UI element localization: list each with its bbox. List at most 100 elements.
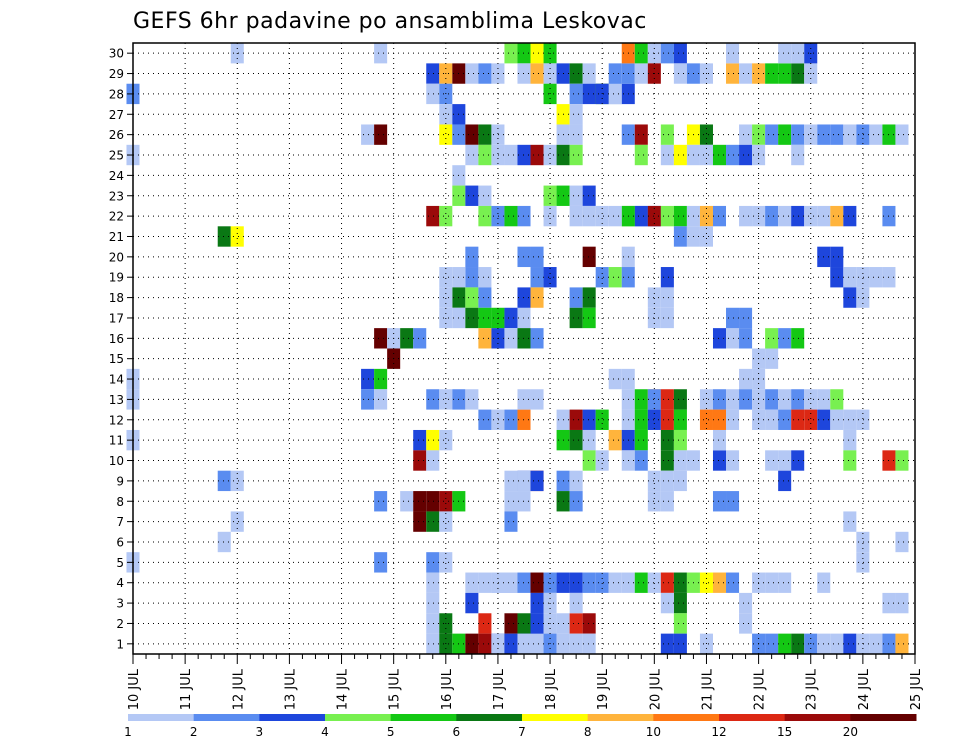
heatmap-cell bbox=[530, 63, 544, 84]
heatmap-cell bbox=[895, 633, 909, 654]
heatmap-cell bbox=[439, 511, 453, 532]
heatmap-cell bbox=[478, 328, 492, 349]
heatmap-cell bbox=[778, 63, 792, 84]
colorbar: 1 2 3 4 5 6 7 8 10 12 15 20 bbox=[124, 714, 917, 739]
heatmap-cell bbox=[673, 226, 687, 247]
heatmap-cell bbox=[830, 246, 844, 268]
heatmap-cell bbox=[739, 592, 753, 614]
heatmap-cell bbox=[739, 63, 753, 84]
heatmap-cell bbox=[530, 470, 544, 492]
heatmap-cell bbox=[712, 389, 727, 410]
heatmap-cell bbox=[660, 124, 674, 145]
heatmap-cell bbox=[712, 429, 727, 451]
colorbar-swatch bbox=[456, 714, 523, 721]
colorbar-label: 1 bbox=[124, 725, 132, 739]
heatmap-cell bbox=[478, 409, 492, 430]
heatmap-cell bbox=[634, 205, 648, 227]
heatmap-cell bbox=[608, 572, 622, 593]
heatmap-cell bbox=[895, 592, 909, 614]
heatmap-cell bbox=[856, 124, 870, 145]
heatmap-cell bbox=[361, 389, 375, 410]
heatmap-cell bbox=[400, 328, 414, 349]
heatmap-cell bbox=[582, 185, 596, 206]
y-tick-label: 22 bbox=[109, 210, 124, 224]
heatmap-cell bbox=[843, 124, 857, 145]
heatmap-cell bbox=[478, 633, 492, 654]
heatmap-cell bbox=[465, 246, 479, 268]
heatmap-cell bbox=[569, 104, 583, 125]
heatmap-cell bbox=[374, 389, 388, 410]
heatmap-cell bbox=[230, 470, 244, 492]
heatmap-cell bbox=[778, 409, 792, 430]
heatmap-cell bbox=[439, 287, 453, 308]
heatmap-cell bbox=[569, 124, 583, 145]
heatmap-cell bbox=[374, 124, 388, 145]
heatmap-cell bbox=[569, 633, 583, 654]
heatmap-cell bbox=[374, 328, 388, 349]
heatmap-cell bbox=[895, 450, 909, 471]
heatmap-cell bbox=[791, 633, 805, 654]
heatmap-cell bbox=[569, 83, 583, 105]
heatmap-cell bbox=[439, 124, 453, 145]
heatmap-cell bbox=[478, 63, 492, 84]
heatmap-cell bbox=[413, 511, 427, 532]
x-tick-label: 19 JUL bbox=[596, 668, 611, 710]
heatmap-cell bbox=[778, 328, 792, 349]
heatmap-cell bbox=[582, 572, 596, 593]
heatmap-cell bbox=[660, 43, 674, 64]
heatmap-cell bbox=[426, 511, 440, 532]
heatmap-cell bbox=[504, 328, 518, 349]
heatmap-cell bbox=[726, 572, 740, 593]
heatmap-cell bbox=[478, 124, 492, 145]
heatmap-cell bbox=[660, 389, 674, 410]
y-tick-label: 5 bbox=[116, 556, 124, 570]
heatmap-cell bbox=[413, 328, 427, 349]
y-tick-label: 24 bbox=[109, 169, 124, 183]
heatmap-cell bbox=[465, 572, 479, 593]
x-tick-label: 23 JUL bbox=[805, 668, 820, 710]
heatmap-cell bbox=[869, 267, 883, 288]
heatmap-cell bbox=[582, 450, 596, 471]
heatmap-cell bbox=[660, 307, 674, 329]
heatmap-cell bbox=[660, 429, 674, 451]
heatmap-cell bbox=[739, 368, 753, 390]
heatmap-cell bbox=[634, 144, 648, 166]
heatmap-cell bbox=[660, 491, 674, 512]
heatmap-cell bbox=[778, 389, 792, 410]
heatmap-cell bbox=[699, 144, 713, 166]
heatmap-cell bbox=[217, 470, 231, 492]
colorbar-label: 15 bbox=[777, 725, 792, 739]
heatmap-cell bbox=[569, 63, 583, 84]
heatmap-cell bbox=[765, 205, 779, 227]
colorbar-label: 5 bbox=[387, 725, 395, 739]
heatmap-cell bbox=[478, 613, 492, 634]
heatmap-cell bbox=[895, 124, 909, 145]
heatmap-cell bbox=[843, 409, 857, 430]
y-tick-label: 21 bbox=[109, 230, 124, 244]
y-tick-label: 8 bbox=[116, 495, 124, 509]
heatmap-cell bbox=[230, 226, 244, 247]
heatmap-cell bbox=[478, 307, 492, 329]
heatmap-cell bbox=[426, 633, 440, 654]
heatmap-cell bbox=[569, 307, 583, 329]
heatmap-cell bbox=[530, 287, 544, 308]
heatmap-cell bbox=[699, 226, 713, 247]
heatmap-cell bbox=[660, 144, 674, 166]
heatmap-cell bbox=[217, 531, 231, 553]
colorbar-label: 3 bbox=[256, 725, 264, 739]
heatmap-cell bbox=[856, 287, 870, 308]
heatmap-cell bbox=[634, 63, 648, 84]
heatmap-cell bbox=[504, 409, 518, 430]
heatmap-cell bbox=[647, 491, 661, 512]
heatmap-cell bbox=[765, 63, 779, 84]
heatmap-cell bbox=[582, 287, 596, 308]
y-tick-label: 19 bbox=[109, 271, 124, 285]
heatmap-cell bbox=[543, 205, 557, 227]
heatmap-cell bbox=[660, 267, 674, 288]
heatmap-cell bbox=[504, 43, 518, 64]
y-tick-label: 20 bbox=[109, 250, 124, 264]
heatmap-cell bbox=[426, 552, 440, 573]
heatmap-cell bbox=[582, 307, 596, 329]
y-tick-label: 1 bbox=[116, 637, 124, 651]
heatmap-cell bbox=[608, 205, 622, 227]
